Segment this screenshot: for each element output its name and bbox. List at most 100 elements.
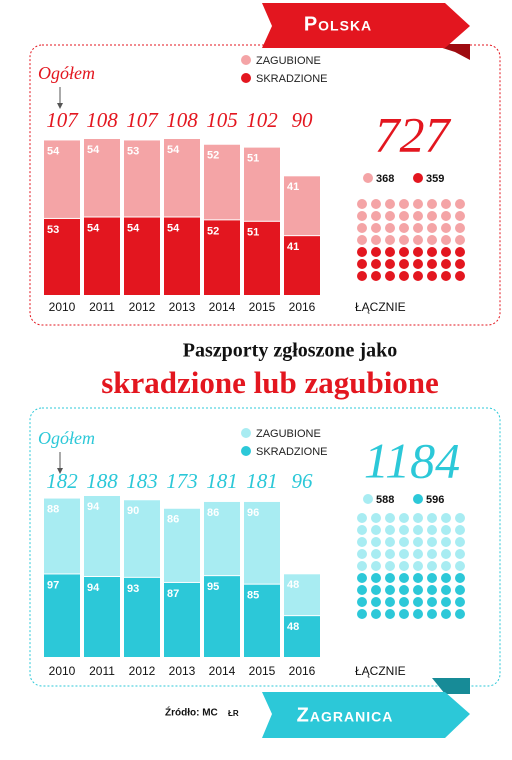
dot-icon (455, 585, 465, 595)
dot-icon (357, 609, 367, 619)
annotation: Ogółem (38, 428, 95, 448)
dot-icon (413, 597, 423, 607)
segment-label: 94 (87, 501, 100, 513)
dot-icon (441, 597, 451, 607)
segment-label: 93 (127, 583, 139, 595)
dot-icon (371, 597, 381, 607)
bar-segment (244, 147, 280, 221)
segment-label: 88 (47, 503, 59, 515)
bar-segment (44, 140, 80, 218)
dot-icon (385, 573, 395, 583)
segment-label: 41 (287, 241, 299, 253)
dot-icon (399, 597, 409, 607)
dot-icon (455, 199, 465, 209)
segment-label: 51 (247, 227, 259, 239)
dot-icon (371, 537, 381, 547)
total-part: 359 (426, 173, 444, 185)
dot-icon (441, 561, 451, 571)
x-tick-label: 2012 (129, 664, 156, 678)
segment-label: 96 (247, 507, 259, 519)
dot-icon (385, 235, 395, 245)
bar-segment (44, 574, 80, 657)
dot-icon (455, 573, 465, 583)
bar-total: 90 (292, 108, 314, 132)
dot-icon (427, 235, 437, 245)
dot-icon (385, 211, 395, 221)
dot-icon (399, 271, 409, 281)
segment-label: 51 (247, 153, 259, 165)
dot-icon (455, 597, 465, 607)
legend-label: SKRADZIONE (256, 73, 328, 85)
dot-icon (413, 609, 423, 619)
dot-icon (413, 537, 423, 547)
total-part-dot (363, 173, 373, 183)
segment-label: 41 (287, 181, 299, 193)
dot-icon (371, 573, 381, 583)
bar-segment (284, 616, 320, 657)
dot-icon (357, 573, 367, 583)
bar-segment (84, 496, 120, 576)
legend-label: ZAGUBIONE (256, 55, 321, 67)
bar-total: 183 (126, 469, 158, 493)
segment-label: 95 (207, 581, 219, 593)
bar-segment (244, 501, 280, 584)
segment-label: 54 (87, 222, 100, 234)
dot-icon (413, 561, 423, 571)
dot-icon (371, 271, 381, 281)
bar-segment (204, 144, 240, 220)
dot-icon (357, 235, 367, 245)
grand-total: 1184 (364, 432, 460, 488)
dot-icon (399, 549, 409, 559)
segment-label: 85 (247, 590, 259, 602)
source: Źródło: MC (165, 706, 218, 719)
dot-icon (427, 513, 437, 523)
segment-label: 48 (287, 621, 299, 633)
dot-icon (441, 549, 451, 559)
bar-segment (164, 582, 200, 657)
bar-segment (124, 217, 160, 295)
x-tick-label: 2010 (49, 664, 76, 678)
dot-icon (455, 211, 465, 221)
dot-icon (413, 573, 423, 583)
dot-icon (357, 597, 367, 607)
dot-icon (427, 585, 437, 595)
dot-icon (427, 537, 437, 547)
dot-icon (399, 235, 409, 245)
dot-icon (399, 561, 409, 571)
total-part-dot (413, 494, 423, 504)
dot-icon (371, 525, 381, 535)
dot-icon (385, 609, 395, 619)
dot-icon (427, 259, 437, 269)
dot-icon (441, 525, 451, 535)
banner-title: Polska (304, 13, 372, 35)
banner-title: Zagranica (297, 704, 394, 726)
total-part: 588 (376, 494, 394, 506)
bar-segment (44, 218, 80, 295)
dot-icon (385, 549, 395, 559)
chart-frame (29, 407, 501, 687)
dot-icon (371, 585, 381, 595)
dot-icon (371, 223, 381, 233)
dot-icon (385, 525, 395, 535)
dot-icon (455, 247, 465, 257)
bar-segment (244, 584, 280, 657)
dot-icon (441, 223, 451, 233)
logo: ŁR (228, 709, 239, 718)
dot-icon (357, 561, 367, 571)
bar-total: 105 (206, 108, 238, 132)
bar-total: 181 (246, 469, 278, 493)
bar-segment (164, 217, 200, 295)
dot-icon (371, 211, 381, 221)
bar-total: 181 (206, 469, 238, 493)
segment-label: 52 (207, 150, 219, 162)
dot-icon (427, 223, 437, 233)
x-tick-label: 2010 (49, 300, 76, 314)
bar-total: 108 (166, 108, 198, 132)
dot-icon (399, 223, 409, 233)
dot-icon (399, 247, 409, 257)
dot-icon (413, 259, 423, 269)
annotation-arrowhead (57, 468, 63, 474)
bar-segment (124, 500, 160, 577)
bar-segment (164, 139, 200, 217)
